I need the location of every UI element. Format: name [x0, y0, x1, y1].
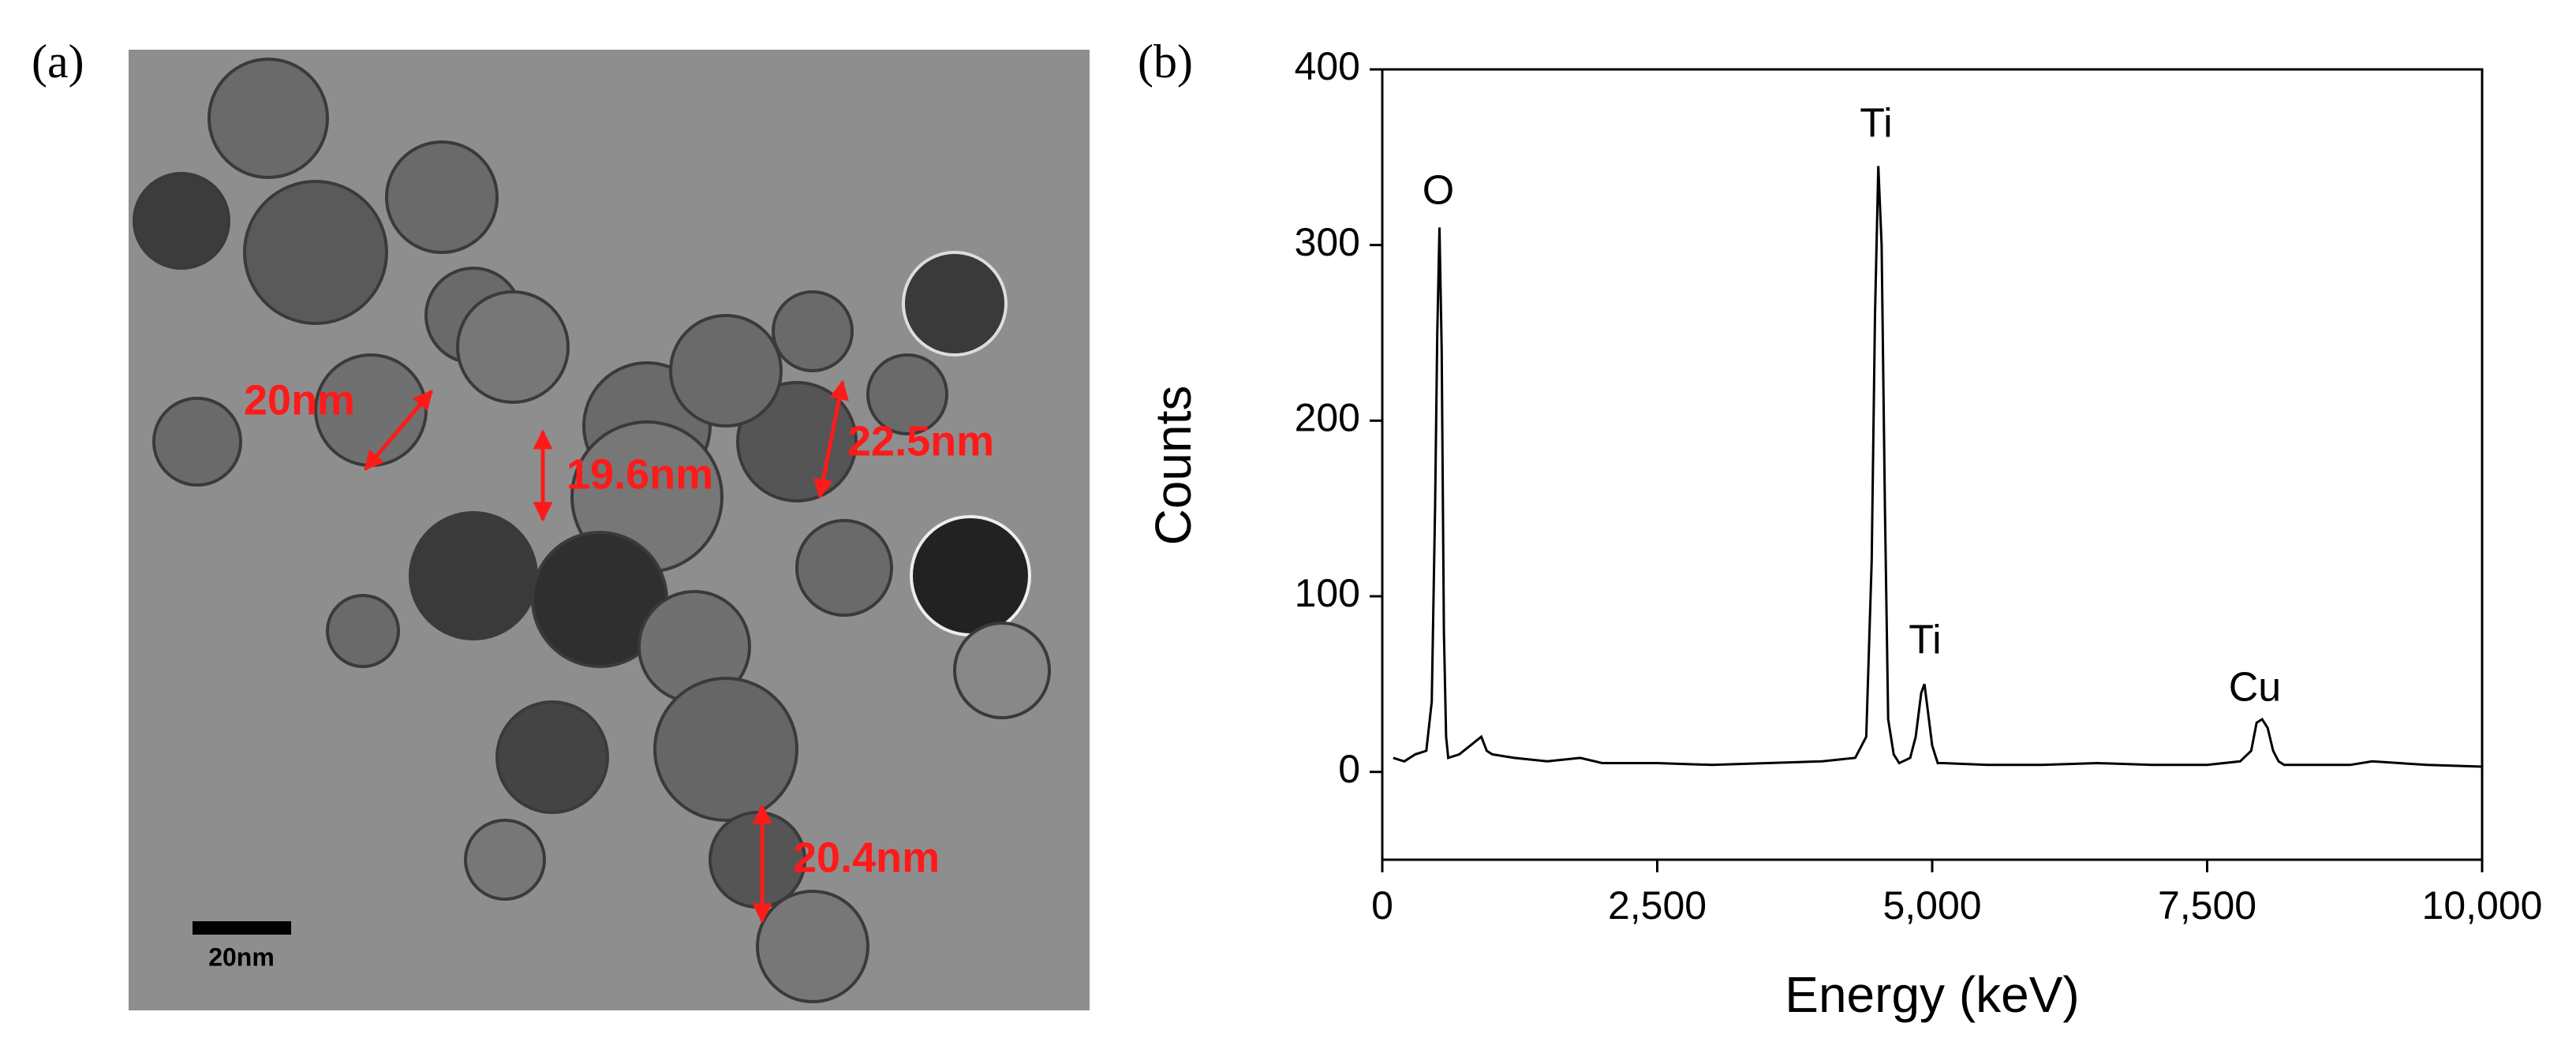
y-axis-title: Counts — [1145, 386, 1202, 546]
measurement: 19.6nm — [566, 450, 713, 498]
measurement: 22.5nm — [847, 417, 994, 465]
scale-bar — [193, 921, 291, 935]
tem-image: 20nm 19.6nm 22.5nm 20.4nm 20nm — [129, 50, 1090, 1010]
peak-label: O — [1423, 168, 1454, 214]
x-tick-label: 0 — [1371, 883, 1393, 928]
y-tick-label: 400 — [1295, 44, 1360, 88]
x-tick-label: 5,000 — [1882, 883, 1981, 928]
spectrum-line — [1393, 166, 2483, 768]
measurement: 20.4nm — [793, 834, 940, 881]
panel-label: (b) — [1138, 35, 1193, 88]
peak-label: Ti — [1860, 101, 1892, 147]
scale-bar-label: 20nm — [208, 943, 275, 971]
y-tick-label: 300 — [1295, 220, 1360, 264]
panel-label: (a) — [32, 35, 84, 88]
x-tick-label: 10,000 — [2422, 883, 2543, 928]
peak-label: Cu — [2229, 665, 2281, 711]
y-tick-label: 200 — [1295, 396, 1360, 440]
x-tick-label: 7,500 — [2158, 883, 2256, 928]
peak-label: Ti — [1909, 618, 1941, 663]
y-tick-label: 0 — [1338, 747, 1360, 791]
y-tick-label: 100 — [1295, 571, 1360, 615]
x-tick-label: 2,500 — [1608, 883, 1707, 928]
measurement: 20nm — [244, 376, 355, 424]
x-axis-title: Energy (keV) — [1785, 966, 2079, 1023]
